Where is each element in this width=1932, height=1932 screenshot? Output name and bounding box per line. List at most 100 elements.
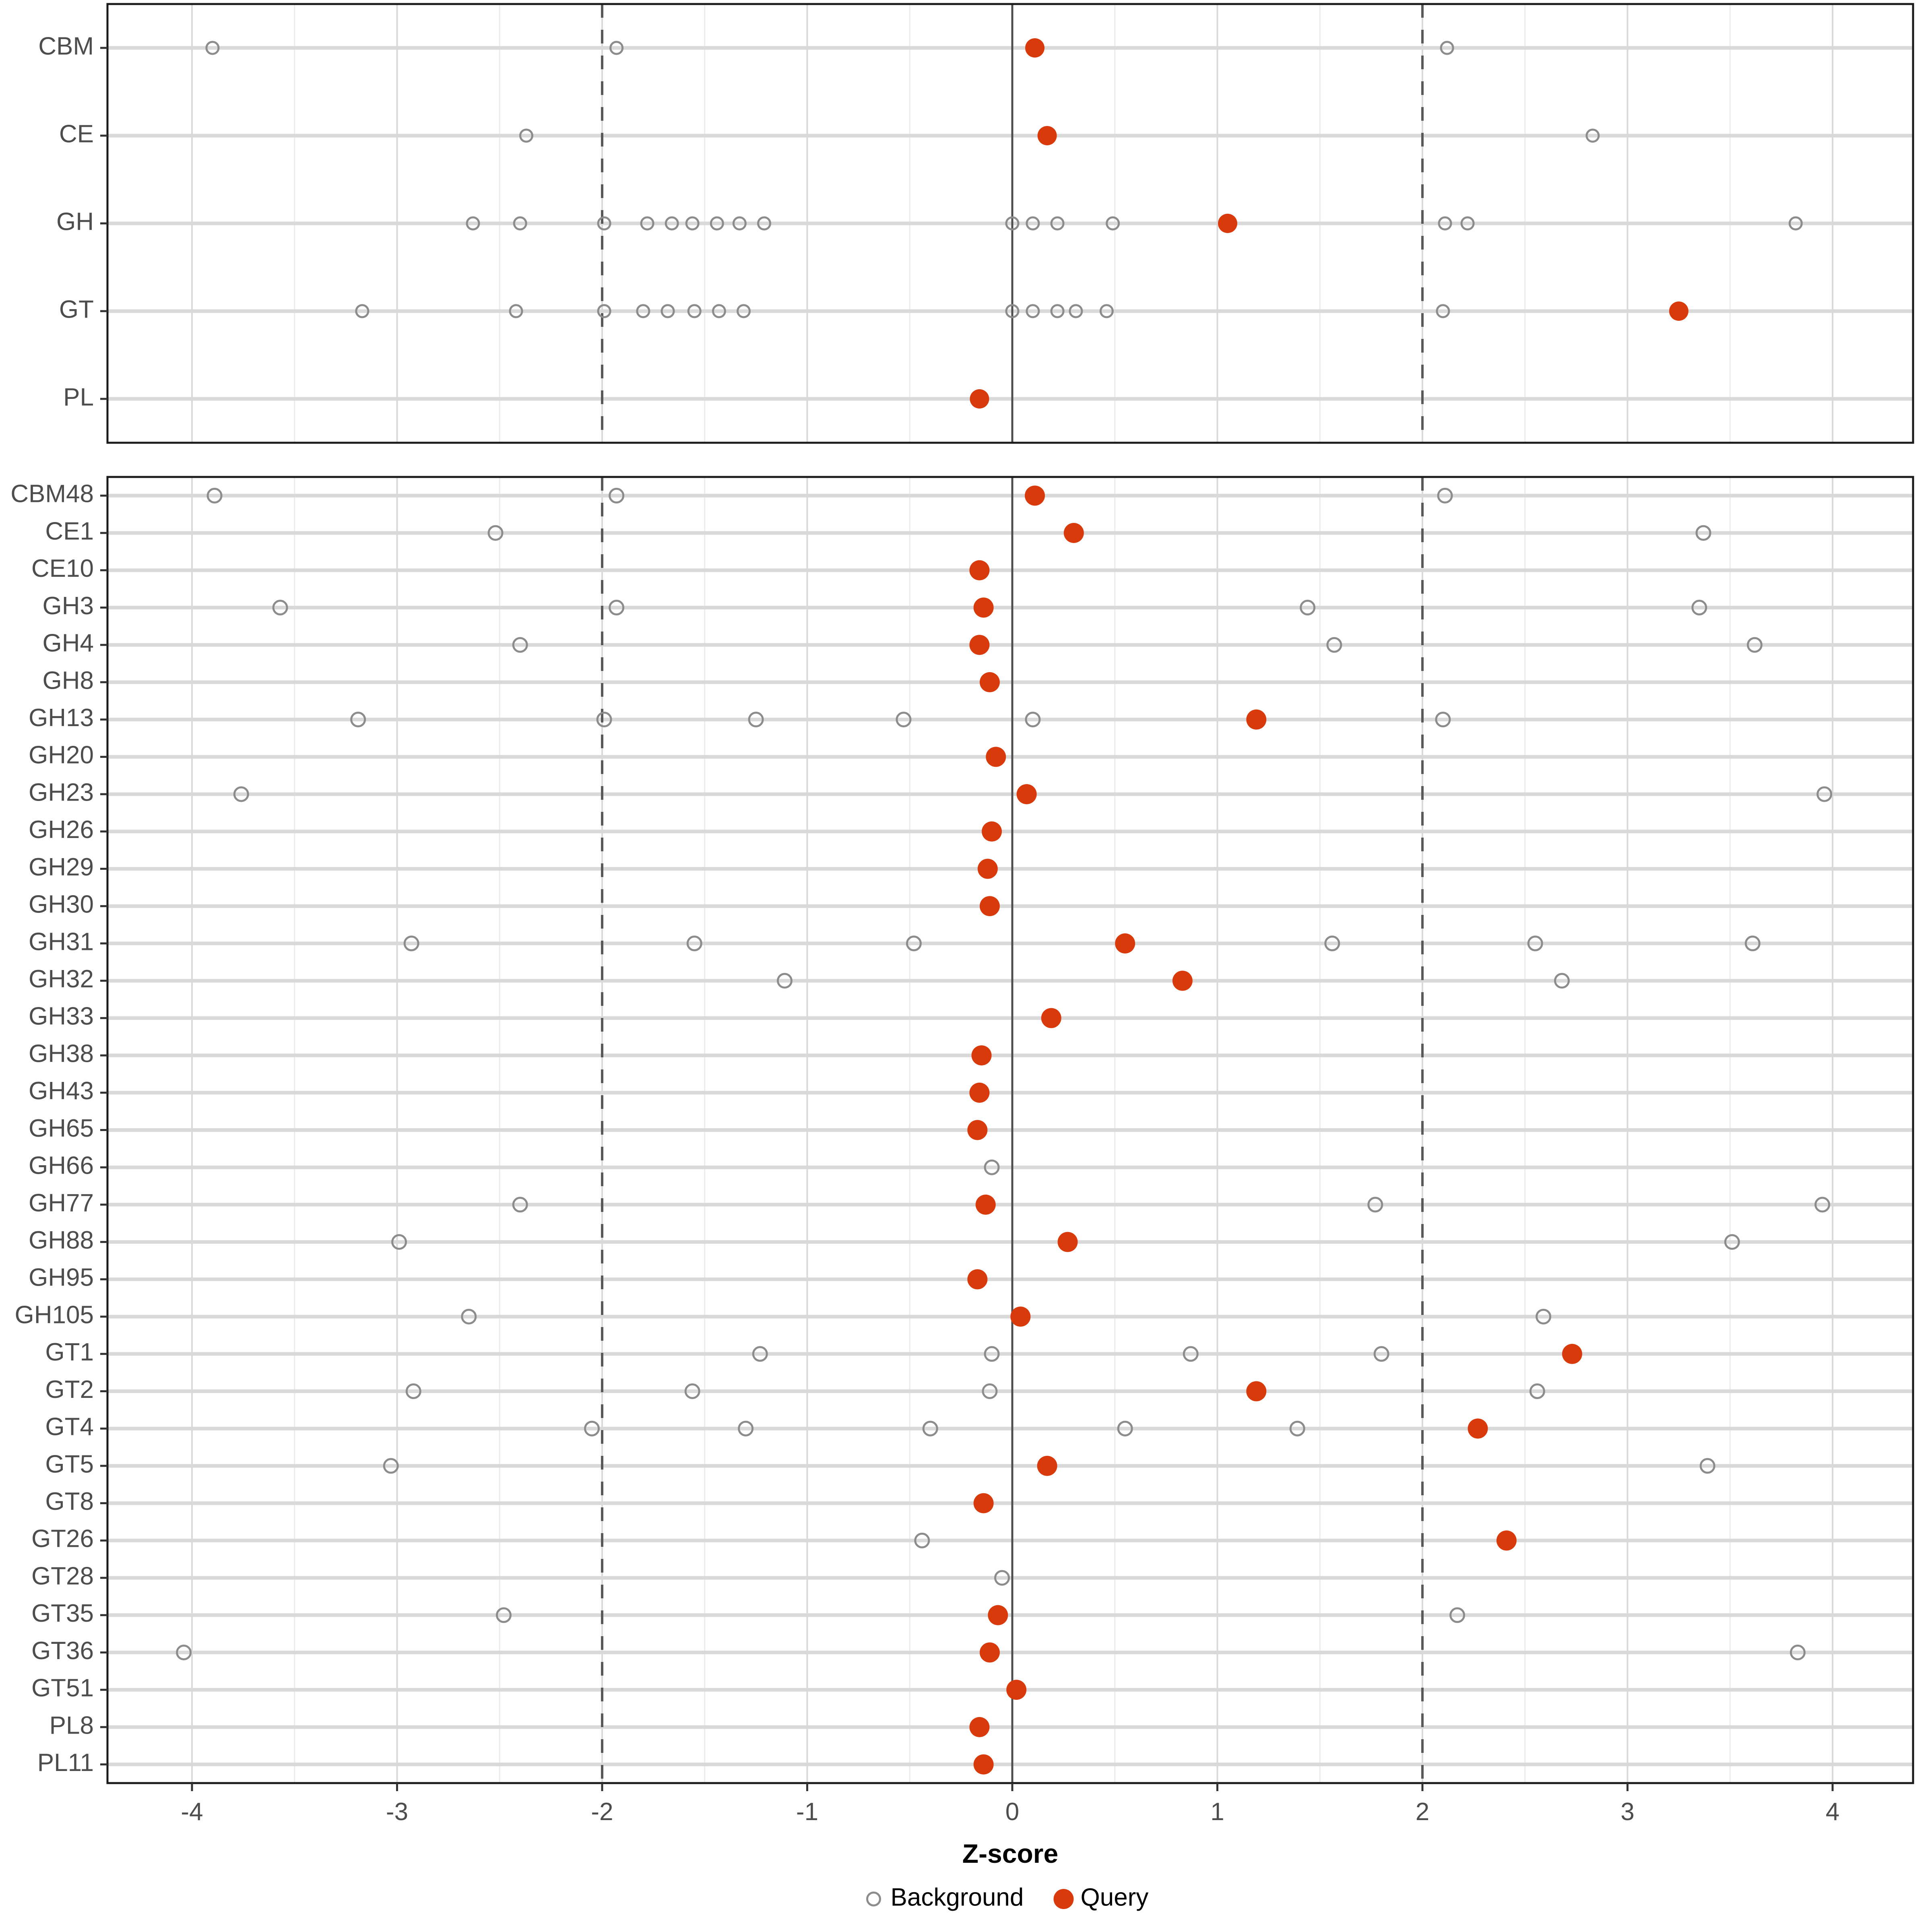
background-point (737, 304, 751, 318)
background-point (687, 304, 702, 318)
background-point (665, 216, 679, 231)
background-point (636, 304, 650, 318)
y-axis-label-GH4: GH4 (43, 630, 94, 657)
background-point (609, 41, 624, 55)
background-point (1691, 600, 1707, 615)
background-point (1790, 1645, 1806, 1660)
query-point (975, 1194, 996, 1215)
background-point (584, 1420, 600, 1437)
background-point (403, 935, 419, 952)
x-axis-label--4: -4 (181, 1798, 203, 1826)
background-point (732, 216, 747, 231)
background-point (1117, 1420, 1133, 1437)
query-point (979, 896, 1000, 916)
background-point (1536, 1309, 1552, 1325)
y-axis-label-PL: PL (63, 383, 94, 411)
background-point (461, 1309, 477, 1325)
background-point (1438, 216, 1452, 231)
query-point (970, 389, 989, 409)
background-point (686, 935, 702, 952)
background-point (1367, 1197, 1383, 1213)
y-axis-label-GH65: GH65 (29, 1115, 94, 1142)
y-axis-label-GT36: GT36 (31, 1637, 94, 1665)
x-axis-title: Z-score (962, 1839, 1058, 1868)
y-axis-label-CBM48: CBM48 (10, 480, 94, 508)
query-point (977, 859, 998, 879)
background-point (984, 1346, 1000, 1362)
y-axis-label-GH77: GH77 (29, 1189, 94, 1217)
background-point (685, 216, 700, 231)
background-point (1746, 637, 1763, 653)
background-point (609, 487, 625, 504)
background-point (206, 487, 223, 504)
y-axis-label-CE: CE (59, 120, 94, 148)
y-axis-label-GH43: GH43 (29, 1077, 94, 1105)
x-axis-label-2: 2 (1416, 1798, 1429, 1826)
background-point (1026, 216, 1040, 231)
query-point (1057, 1232, 1078, 1252)
query-point (1063, 523, 1084, 543)
query-point (982, 821, 1002, 842)
query-point (986, 747, 1006, 767)
y-axis-label-GH105: GH105 (15, 1301, 94, 1329)
background-point (1106, 216, 1120, 231)
background-point (640, 216, 654, 231)
query-point (1037, 1455, 1057, 1476)
panel-class-level: CBM CE GH GT PL (38, 3, 1914, 444)
background-point (1300, 600, 1316, 615)
background-point (1436, 304, 1450, 318)
query-point (1025, 485, 1045, 506)
background-point (176, 1645, 192, 1660)
background-point (1440, 41, 1454, 55)
y-axis-label-GT26: GT26 (31, 1525, 94, 1553)
background-point (495, 1607, 512, 1623)
background-point (1069, 304, 1083, 318)
query-point (973, 597, 994, 618)
background-point (1585, 128, 1600, 143)
panel-family-level: CBM48 CE1 CE10 GH3 GH4 GH8 GH13 GH20 GH23 GH26 GH2… (10, 476, 1914, 1784)
y-axis-label-GH3: GH3 (43, 592, 94, 620)
query-point (1006, 1680, 1027, 1700)
background-point (1326, 637, 1342, 653)
background-point (391, 1234, 407, 1250)
y-axis-label-CE1: CE1 (45, 517, 94, 545)
background-point (712, 304, 726, 318)
background-point (922, 1420, 938, 1437)
background-point (1026, 304, 1040, 318)
query-point (973, 1754, 994, 1775)
y-axis-label-GT28: GT28 (31, 1562, 94, 1590)
query-point (969, 635, 990, 655)
y-axis-label-PL11: PL11 (37, 1749, 94, 1777)
background-point (1449, 1607, 1466, 1623)
background-point (405, 1383, 421, 1399)
y-axis-label-GH88: GH88 (29, 1226, 94, 1254)
background-point (738, 1420, 754, 1437)
y-axis-label-GH29: GH29 (29, 853, 94, 881)
background-point (596, 712, 612, 728)
y-axis-label-GT5: GT5 (45, 1450, 94, 1478)
background-point (512, 1197, 528, 1213)
background-point (1695, 525, 1711, 541)
y-axis-label-GT35: GT35 (31, 1600, 94, 1627)
legend-label-background: Background (891, 1883, 1024, 1911)
background-point (914, 1532, 930, 1548)
background-point (684, 1383, 700, 1399)
y-axis-label-GH38: GH38 (29, 1040, 94, 1067)
y-axis-label-GH13: GH13 (29, 704, 94, 732)
y-axis-label-GH26: GH26 (29, 816, 94, 844)
background-point (1554, 973, 1570, 989)
background-point (205, 41, 220, 55)
background-point (1005, 304, 1020, 318)
y-axis-label-GT: GT (59, 295, 94, 323)
background-point (982, 1383, 998, 1399)
query-point (1669, 301, 1688, 321)
background-point (609, 600, 625, 615)
background-point (661, 304, 675, 318)
background-point (383, 1458, 399, 1474)
x-axis-label-4: 4 (1826, 1798, 1839, 1826)
legend-marker-background (866, 1891, 881, 1907)
y-axis-label-GT1: GT1 (45, 1338, 94, 1366)
background-point (513, 216, 527, 231)
